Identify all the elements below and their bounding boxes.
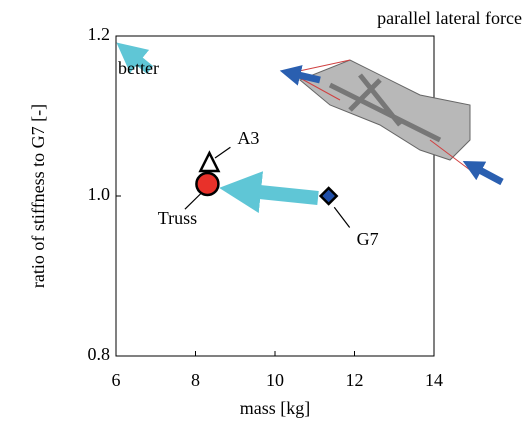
y-tick-label: 0.8	[88, 344, 111, 364]
point	[200, 153, 218, 171]
x-tick-label: 8	[191, 370, 200, 390]
leader-line	[334, 207, 349, 227]
y-axis-title: ratio of stiffness to G7 [-]	[28, 104, 48, 288]
point	[196, 173, 218, 195]
y-tick-label: 1.0	[88, 184, 111, 204]
improvement-arrow	[240, 190, 318, 198]
frame-illustration	[290, 60, 502, 182]
point	[321, 188, 337, 204]
x-tick-label: 12	[346, 370, 364, 390]
y-tick-label: 1.2	[88, 24, 111, 44]
point-label: G7	[357, 229, 379, 249]
chart: parallel lateral force better mass [kg] …	[0, 0, 526, 426]
point-label: Truss	[158, 208, 197, 228]
annotation: better	[118, 58, 159, 78]
leader-line	[215, 147, 230, 158]
x-tick-label: 10	[266, 370, 284, 390]
leader-line	[185, 193, 202, 209]
x-tick-label: 14	[425, 370, 443, 390]
chart-title: parallel lateral force	[377, 8, 522, 28]
x-axis-title: mass [kg]	[240, 398, 311, 418]
point-label: A3	[237, 128, 259, 148]
x-tick-label: 6	[112, 370, 121, 390]
